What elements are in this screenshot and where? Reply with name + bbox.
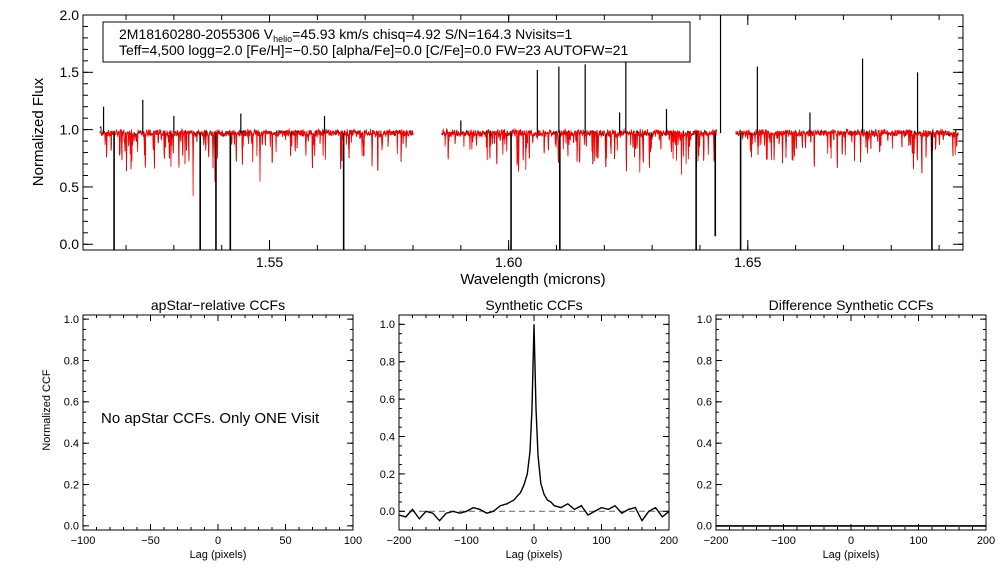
difference-ccf-x-tick-label: 0 — [848, 535, 854, 547]
apstar-ccf-annotation: No apStar CCFs. Only ONE Visit — [101, 410, 320, 427]
apstar-ccf-panel: apStar−relative CCFs −100 −50 0 50 100 0.0 0.2… — [41, 297, 362, 561]
stellar-parameters-line1: 2M18160280-2055306 Vhelio=45.93 km/s chi… — [119, 26, 573, 44]
synthetic-ccf-y-tick-label: 0.6 — [380, 394, 395, 406]
spectrum-x-tick-label: 1.65 — [734, 254, 761, 270]
difference-ccf-title: Difference Synthetic CCFs — [769, 297, 934, 313]
apstar-ccf-y-tick-label: 0.2 — [64, 479, 79, 491]
spectrum-y-tick-label: 2.0 — [60, 7, 80, 23]
apstar-ccf-y-tick-label: 0.6 — [64, 397, 79, 409]
difference-ccf-x-tick-label: 100 — [909, 535, 927, 547]
spectrum-panel: 1.55 1.60 1.65 0.0 0.5 1.0 1.5 2.0 2M18160280-2… — [30, 7, 964, 288]
difference-ccf-axes: −200 −100 0 100 200 0.0 0.2 0.4 0.6 0.8 1.0 — [697, 314, 995, 547]
stellar-parameters-line2: Teff=4,500 logg=2.0 [Fe/H]=−0.50 [alpha/… — [119, 42, 628, 58]
apstar-ccf-y-tick-label: 0.0 — [64, 521, 79, 533]
difference-ccf-y-tick-label: 0.6 — [697, 397, 712, 409]
spectrum-plot-frame — [82, 14, 964, 251]
apstar-ccf-title: apStar−relative CCFs — [151, 297, 285, 313]
difference-ccf-x-tick-label: −100 — [771, 535, 796, 547]
apstar-ccf-axes: −100 −50 0 50 100 0.0 0.2 0.4 0.6 0.8 1.0 — [64, 314, 362, 547]
difference-ccf-x-axis-label: Lag (pixels) — [823, 549, 880, 561]
apstar-ccf-y-tick-label: 0.4 — [64, 438, 79, 450]
synthetic-ccf-x-tick-label: 200 — [660, 535, 678, 547]
apstar-ccf-x-axis-label: Lag (pixels) — [190, 549, 247, 561]
difference-ccf-x-tick-label: −200 — [704, 535, 729, 547]
synthetic-ccf-x-tick-label: 100 — [592, 535, 610, 547]
synthetic-ccf-line — [398, 324, 670, 523]
difference-ccf-y-tick-label: 0.2 — [697, 479, 712, 491]
spectrum-x-tick-label: 1.60 — [495, 254, 522, 270]
synthetic-ccf-y-tick-label: 0.2 — [380, 469, 395, 481]
spectrum-y-tick-label: 0.5 — [60, 179, 80, 195]
spectrum-model-line — [99, 127, 414, 197]
synthetic-ccf-panel: Synthetic CCFs −200 −100 0 100 200 0.0 0.2 0.4 0… — [380, 297, 678, 561]
apstar-ccf-x-tick-label: −100 — [71, 535, 96, 547]
spectrum-y-axis-label: Normalized Flux — [30, 77, 47, 186]
difference-ccf-y-tick-label: 1.0 — [697, 314, 712, 326]
difference-ccf-y-tick-label: 0.4 — [697, 438, 712, 450]
spectrum-x-axis-label: Wavelength (microns) — [460, 271, 605, 288]
difference-ccf-frame — [715, 314, 987, 531]
synthetic-ccf-x-tick-label: 0 — [531, 535, 537, 547]
synthetic-ccf-y-tick-label: 0.0 — [380, 506, 395, 518]
synthetic-ccf-axes: −200 −100 0 100 200 0.0 0.2 0.4 0.6 0.8 1.0 — [380, 315, 678, 547]
stellar-parameters-box — [102, 21, 691, 63]
spectrum-model-line — [441, 127, 718, 175]
difference-ccf-y-tick-label: 0.8 — [697, 355, 712, 367]
synthetic-ccf-x-tick-label: −100 — [454, 535, 479, 547]
synthetic-ccf-x-tick-label: −200 — [387, 535, 412, 547]
spectrum-y-tick-label: 1.5 — [60, 64, 80, 80]
apstar-ccf-x-tick-label: 0 — [215, 535, 221, 547]
difference-ccf-y-tick-label: 0.0 — [697, 521, 712, 533]
synthetic-ccf-x-axis-label: Lag (pixels) — [506, 549, 563, 561]
spectrum-axes: 1.55 1.60 1.65 0.0 0.5 1.0 1.5 2.0 — [60, 7, 963, 270]
synthetic-ccf-y-tick-label: 1.0 — [380, 319, 395, 331]
apstar-ccf-x-tick-label: 100 — [344, 535, 362, 547]
synthetic-ccf-data — [398, 324, 670, 523]
apstar-ccf-x-tick-label: 50 — [279, 535, 291, 547]
apstar-ccf-y-axis-label: Normalized CCF — [41, 369, 53, 451]
difference-ccf-panel: Difference Synthetic CCFs −200 −100 0 100 20… — [697, 297, 995, 561]
synthetic-ccf-y-tick-label: 0.4 — [380, 431, 395, 443]
synthetic-ccf-title: Synthetic CCFs — [485, 297, 582, 313]
spectrum-y-tick-label: 1.0 — [60, 122, 80, 138]
difference-ccf-x-tick-label: 200 — [977, 535, 995, 547]
spectrum-data — [99, 15, 959, 250]
apstar-ccf-x-tick-label: −50 — [141, 535, 160, 547]
spectrum-x-tick-label: 1.55 — [256, 254, 283, 270]
apstar-ccf-y-tick-label: 0.8 — [64, 355, 79, 367]
synthetic-ccf-y-tick-label: 0.8 — [380, 357, 395, 369]
spectrum-model-line — [735, 128, 959, 174]
spectrum-y-tick-label: 0.0 — [60, 236, 80, 252]
apstar-ccf-y-tick-label: 1.0 — [64, 314, 79, 326]
